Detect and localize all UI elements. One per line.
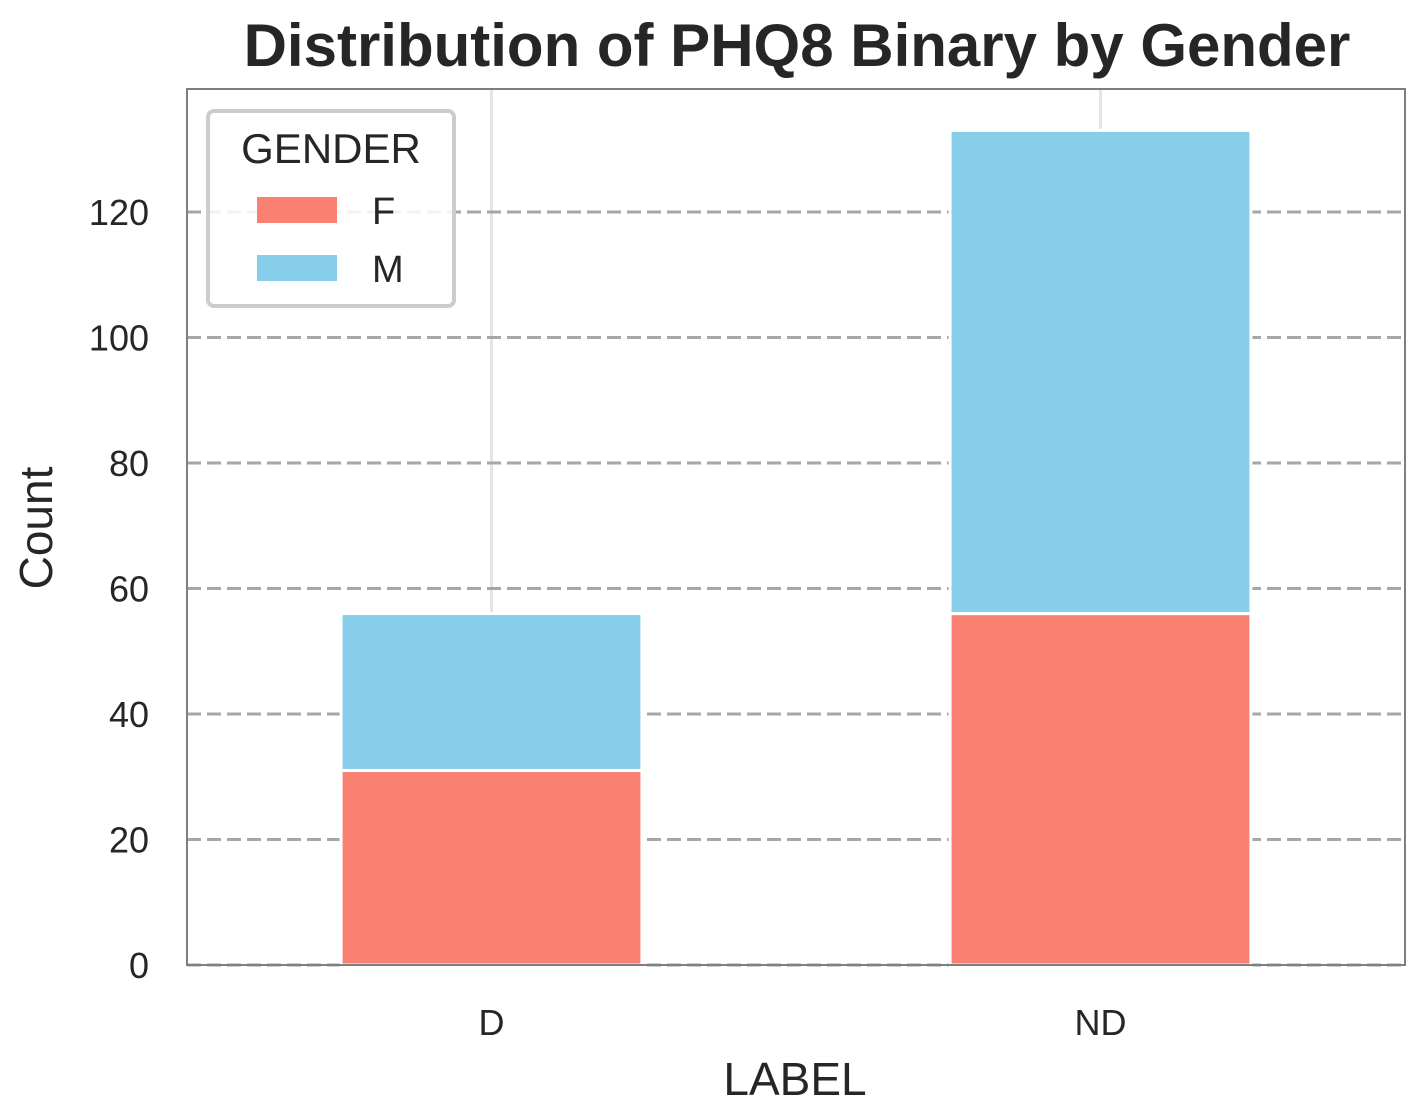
x-tick-label-ND: ND <box>1075 1002 1127 1043</box>
y-tick-label-60: 60 <box>109 568 149 609</box>
plot-area: 0 20 40 60 80 100 120 D ND <box>89 88 1406 1043</box>
legend-swatch-F <box>257 197 337 223</box>
plot-frame <box>186 88 1406 966</box>
legend-title: GENDER <box>241 125 421 172</box>
chart-title: Distribution of PHQ8 Binary by Gender <box>244 12 1351 79</box>
y-tick-label-40: 40 <box>109 694 149 735</box>
y-tick-label-100: 100 <box>89 317 149 358</box>
x-axis-label: LABEL <box>723 1053 866 1105</box>
y-tick-label-20: 20 <box>109 819 149 860</box>
legend-label-M: M <box>372 249 404 291</box>
y-tick-label-80: 80 <box>109 443 149 484</box>
bar-D-F <box>339 768 644 967</box>
x-tick-label-D: D <box>479 1002 505 1043</box>
bar-ND-F <box>948 612 1253 967</box>
y-tick-label-120: 120 <box>89 192 149 233</box>
bar-ND-M <box>948 128 1253 616</box>
y-tick-label-0: 0 <box>129 945 149 986</box>
legend-label-F: F <box>372 191 395 233</box>
y-axis-label: Count <box>10 466 62 589</box>
legend: GENDER FM <box>206 109 456 308</box>
legend-swatch-M <box>257 255 337 281</box>
bar-D-M <box>339 612 644 772</box>
